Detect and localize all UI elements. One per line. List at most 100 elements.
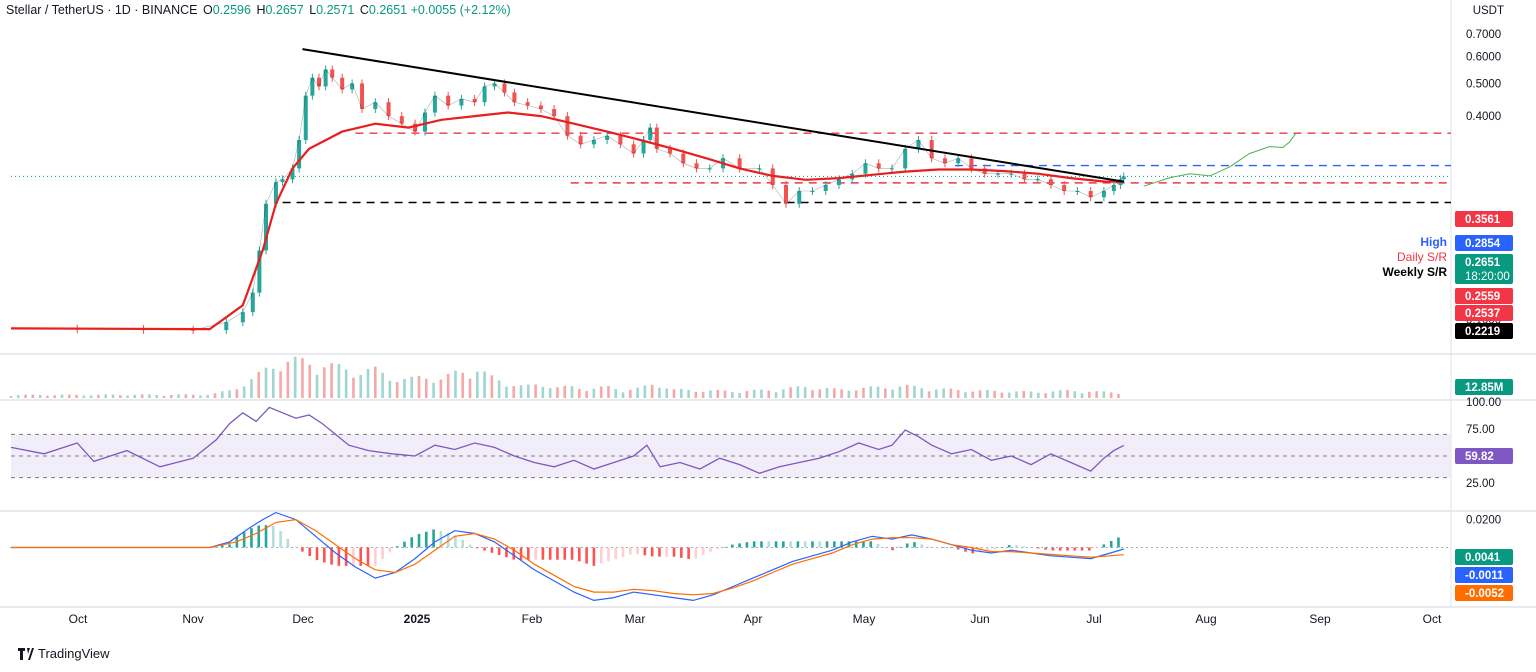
volume-bar — [585, 390, 588, 398]
volume-bar — [716, 389, 720, 398]
volume-bar — [250, 379, 253, 398]
candle-body — [681, 153, 686, 164]
volume-bar — [643, 385, 647, 398]
volume-bar — [854, 390, 858, 398]
volume-bar — [986, 390, 989, 398]
time-axis-label: May — [853, 612, 876, 626]
price-tag-timer: 18:20:00 — [1465, 271, 1510, 283]
volume-bar — [745, 391, 749, 398]
time-axis-label: Aug — [1195, 612, 1216, 626]
macd-histogram-bar — [658, 547, 661, 557]
volume-bar — [1000, 392, 1004, 398]
volume-bar — [374, 366, 377, 398]
time-axis-label: Nov — [182, 612, 203, 626]
macd-histogram-bar — [548, 547, 552, 560]
macd-histogram-bar — [585, 547, 588, 564]
volume-bar — [1037, 392, 1040, 398]
macd-tick-label: 0.0200 — [1466, 515, 1501, 527]
high-label: H — [256, 3, 266, 17]
weekly-sr-label: Weekly S/R — [1383, 265, 1448, 279]
candle-body — [240, 312, 245, 323]
volume-bar — [53, 395, 57, 398]
macd-histogram-bar — [876, 544, 880, 548]
volume-bar — [330, 363, 333, 398]
macd-histogram-bar — [468, 544, 472, 548]
volume-bar — [636, 387, 639, 398]
candle-body — [350, 83, 355, 90]
candle-body — [459, 98, 464, 106]
macd-histogram-bar — [818, 541, 822, 548]
volume-bar — [162, 395, 166, 398]
volume-bar — [395, 382, 399, 398]
macd-histogram-bar — [1051, 547, 1055, 551]
volume-bar — [927, 391, 931, 398]
volume-bar — [199, 395, 202, 398]
open-label: O — [202, 3, 213, 17]
macd-histogram-bar — [519, 547, 523, 560]
candle-body — [1035, 179, 1040, 181]
daily-sr-label: Daily S/R — [1397, 250, 1447, 264]
ema-line — [10, 111, 1124, 331]
macd-histogram-bar — [927, 546, 931, 548]
volume-bar — [1102, 391, 1106, 398]
volume-bar — [213, 393, 217, 398]
volume-bar — [621, 392, 625, 398]
volume-bar — [913, 385, 916, 398]
candle-body — [446, 95, 451, 106]
price-tag — [1455, 254, 1513, 284]
volume-value: 12.85M — [1465, 382, 1503, 394]
candle-body — [1088, 191, 1093, 198]
candle-body — [707, 168, 712, 170]
price-tag — [1455, 211, 1513, 227]
candle-body — [502, 83, 507, 93]
volume-bar — [847, 390, 851, 398]
macd-histogram-bar — [738, 543, 741, 548]
macd-histogram-bar — [920, 544, 924, 548]
price-tag — [1455, 235, 1513, 251]
macd-tag — [1455, 567, 1513, 583]
volume-bar — [344, 369, 348, 398]
candle-body — [969, 158, 974, 169]
macd-histogram-bar — [760, 541, 763, 548]
macd-histogram-bar — [825, 541, 829, 548]
volume-bar — [971, 391, 975, 398]
candle-body — [1121, 176, 1126, 180]
volume-bar — [155, 394, 159, 398]
volume-bar — [738, 393, 741, 398]
macd-histogram-bar — [1066, 547, 1069, 551]
tradingview-brand[interactable]: TradingView — [18, 646, 110, 661]
candle-body — [224, 322, 229, 331]
macd-histogram-bar — [242, 532, 246, 548]
macd-histogram-bar — [220, 545, 224, 548]
candle-body — [863, 163, 868, 174]
macd-histogram-bar — [403, 541, 406, 548]
macd-histogram-bar — [782, 541, 785, 548]
price-tick-label: 0.5000 — [1466, 78, 1501, 90]
candle-body — [290, 168, 295, 180]
volume-bar — [169, 394, 173, 398]
candle-body — [631, 144, 636, 154]
volume-bar — [315, 374, 319, 398]
symbol-label: Stellar / TetherUS · 1D · BINANCE — [6, 3, 198, 17]
candle-body — [191, 329, 196, 331]
macd-histogram-bar — [454, 535, 457, 548]
candle-body — [317, 77, 322, 87]
time-axis-label: Jun — [970, 612, 989, 626]
volume-bar — [228, 390, 231, 398]
candle-body — [591, 139, 596, 145]
volume-bar — [476, 371, 479, 398]
price-tag-value: 0.2559 — [1465, 291, 1500, 303]
candle-body — [525, 102, 530, 106]
macd-histogram-bar — [388, 547, 392, 553]
high-value: 0.2657 — [265, 3, 304, 17]
volume-bar — [461, 372, 465, 398]
volume-bar — [271, 368, 275, 398]
volume-bar — [293, 356, 297, 398]
volume-bar — [235, 389, 239, 398]
macd-histogram-bar — [483, 547, 486, 551]
macd-histogram-bar — [709, 547, 712, 552]
candle-body — [757, 168, 762, 170]
volume-bar — [935, 389, 938, 398]
candle-body — [422, 112, 427, 132]
